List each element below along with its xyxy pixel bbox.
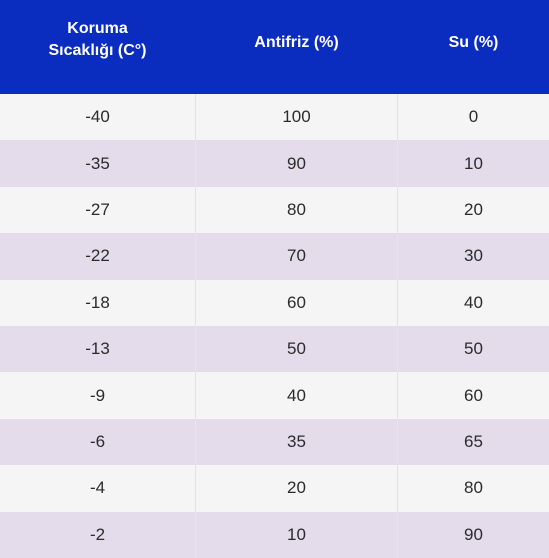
table-row: -4 20 80: [0, 465, 549, 512]
cell-water: 65: [464, 431, 483, 451]
table-row: -9 40 60: [0, 372, 549, 419]
cell-antifreeze: 70: [195, 233, 398, 280]
cell-temperature: -18: [85, 292, 110, 312]
cell-water: 0: [468, 107, 479, 127]
cell-temperature: -6: [89, 431, 106, 451]
table-row: -40 100 0: [0, 94, 549, 141]
cell-water: 10: [464, 153, 483, 173]
cell-water: 30: [464, 246, 483, 266]
cell-temperature: -22: [85, 246, 110, 266]
table-row: -35 90 10: [0, 140, 549, 187]
table-row: -2 10 90: [0, 511, 549, 558]
cell-temperature: -13: [85, 339, 110, 359]
cell-antifreeze: 90: [195, 140, 398, 187]
header-protection-temperature-line2: Sıcaklığı (C°): [48, 42, 147, 59]
cell-water: 50: [464, 339, 483, 359]
cell-temperature: -4: [89, 478, 106, 498]
table-row: -13 50 50: [0, 325, 549, 373]
cell-water: 40: [464, 292, 483, 312]
cell-temperature: -40: [85, 107, 110, 127]
cell-water: 90: [464, 524, 483, 544]
cell-antifreeze: 80: [195, 186, 398, 234]
cell-antifreeze: 100: [195, 94, 398, 141]
header-water: Su (%): [448, 34, 499, 51]
table-body: -40 100 0 -35 90 10 -27 80 20 -22 70 30 …: [0, 94, 549, 558]
table-row: -18 60 40: [0, 279, 549, 326]
cell-water: 20: [464, 199, 483, 219]
cell-antifreeze: 50: [195, 325, 398, 373]
cell-water: 80: [464, 478, 483, 498]
header-antifreeze: Antifriz (%): [254, 34, 339, 51]
cell-antifreeze: 20: [195, 465, 398, 512]
cell-temperature: -35: [85, 153, 110, 173]
cell-temperature: -2: [89, 524, 106, 544]
table-row: -27 80 20: [0, 186, 549, 234]
cell-water: 60: [464, 385, 483, 405]
cell-antifreeze: 40: [195, 372, 398, 419]
table-row: -6 35 65: [0, 418, 549, 466]
cell-temperature: -27: [85, 199, 110, 219]
header-protection-temperature-line1: Koruma: [67, 20, 128, 37]
cell-antifreeze: 35: [195, 418, 398, 466]
cell-temperature: -9: [89, 385, 106, 405]
cell-antifreeze: 60: [195, 279, 398, 326]
cell-antifreeze: 10: [195, 511, 398, 558]
table-row: -22 70 30: [0, 233, 549, 280]
table-header: Koruma Sıcaklığı (C°) Antifriz (%) Su (%…: [0, 0, 549, 94]
header-protection-temperature: Koruma Sıcaklığı (C°): [0, 0, 195, 94]
